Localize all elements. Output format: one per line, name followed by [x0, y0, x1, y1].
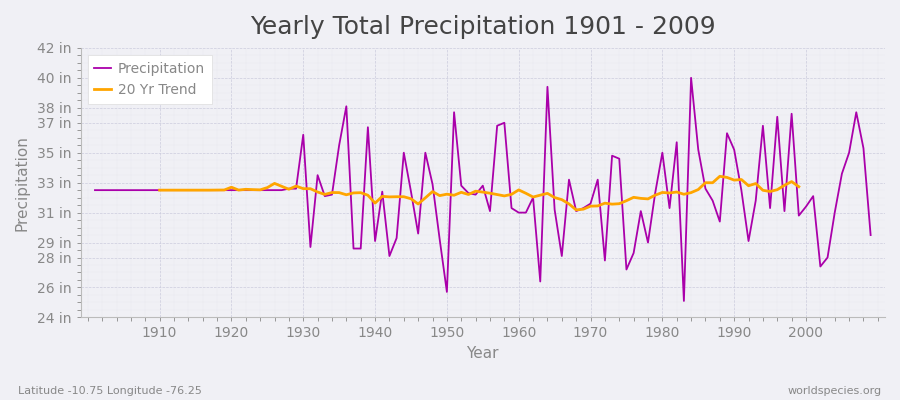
- Precipitation: [599, 258, 610, 263]
- Precipitation: [865, 233, 876, 238]
- Precipitation: [348, 246, 359, 251]
- Precipitation: [305, 245, 316, 250]
- 20 Yr Trend: [154, 188, 165, 192]
- Legend: Precipitation, 20 Yr Trend: Precipitation, 20 Yr Trend: [87, 55, 212, 104]
- 20 Yr Trend: [707, 180, 718, 185]
- Precipitation: [686, 76, 697, 80]
- 20 Yr Trend: [348, 190, 359, 195]
- Precipitation: [90, 188, 101, 192]
- Y-axis label: Precipitation: Precipitation: [15, 135, 30, 230]
- X-axis label: Year: Year: [466, 346, 499, 361]
- 20 Yr Trend: [571, 208, 581, 212]
- Line: 20 Yr Trend: 20 Yr Trend: [159, 176, 799, 210]
- Text: worldspecies.org: worldspecies.org: [788, 386, 882, 396]
- Precipitation: [147, 188, 158, 192]
- 20 Yr Trend: [794, 184, 805, 189]
- 20 Yr Trend: [779, 183, 790, 188]
- Precipitation: [506, 206, 517, 210]
- Precipitation: [679, 298, 689, 303]
- 20 Yr Trend: [693, 187, 704, 192]
- Text: Latitude -10.75 Longitude -76.25: Latitude -10.75 Longitude -76.25: [18, 386, 202, 396]
- Title: Yearly Total Precipitation 1901 - 2009: Yearly Total Precipitation 1901 - 2009: [250, 15, 716, 39]
- 20 Yr Trend: [240, 187, 251, 192]
- Precipitation: [513, 210, 524, 215]
- 20 Yr Trend: [607, 202, 617, 206]
- 20 Yr Trend: [715, 174, 725, 179]
- Line: Precipitation: Precipitation: [95, 78, 870, 301]
